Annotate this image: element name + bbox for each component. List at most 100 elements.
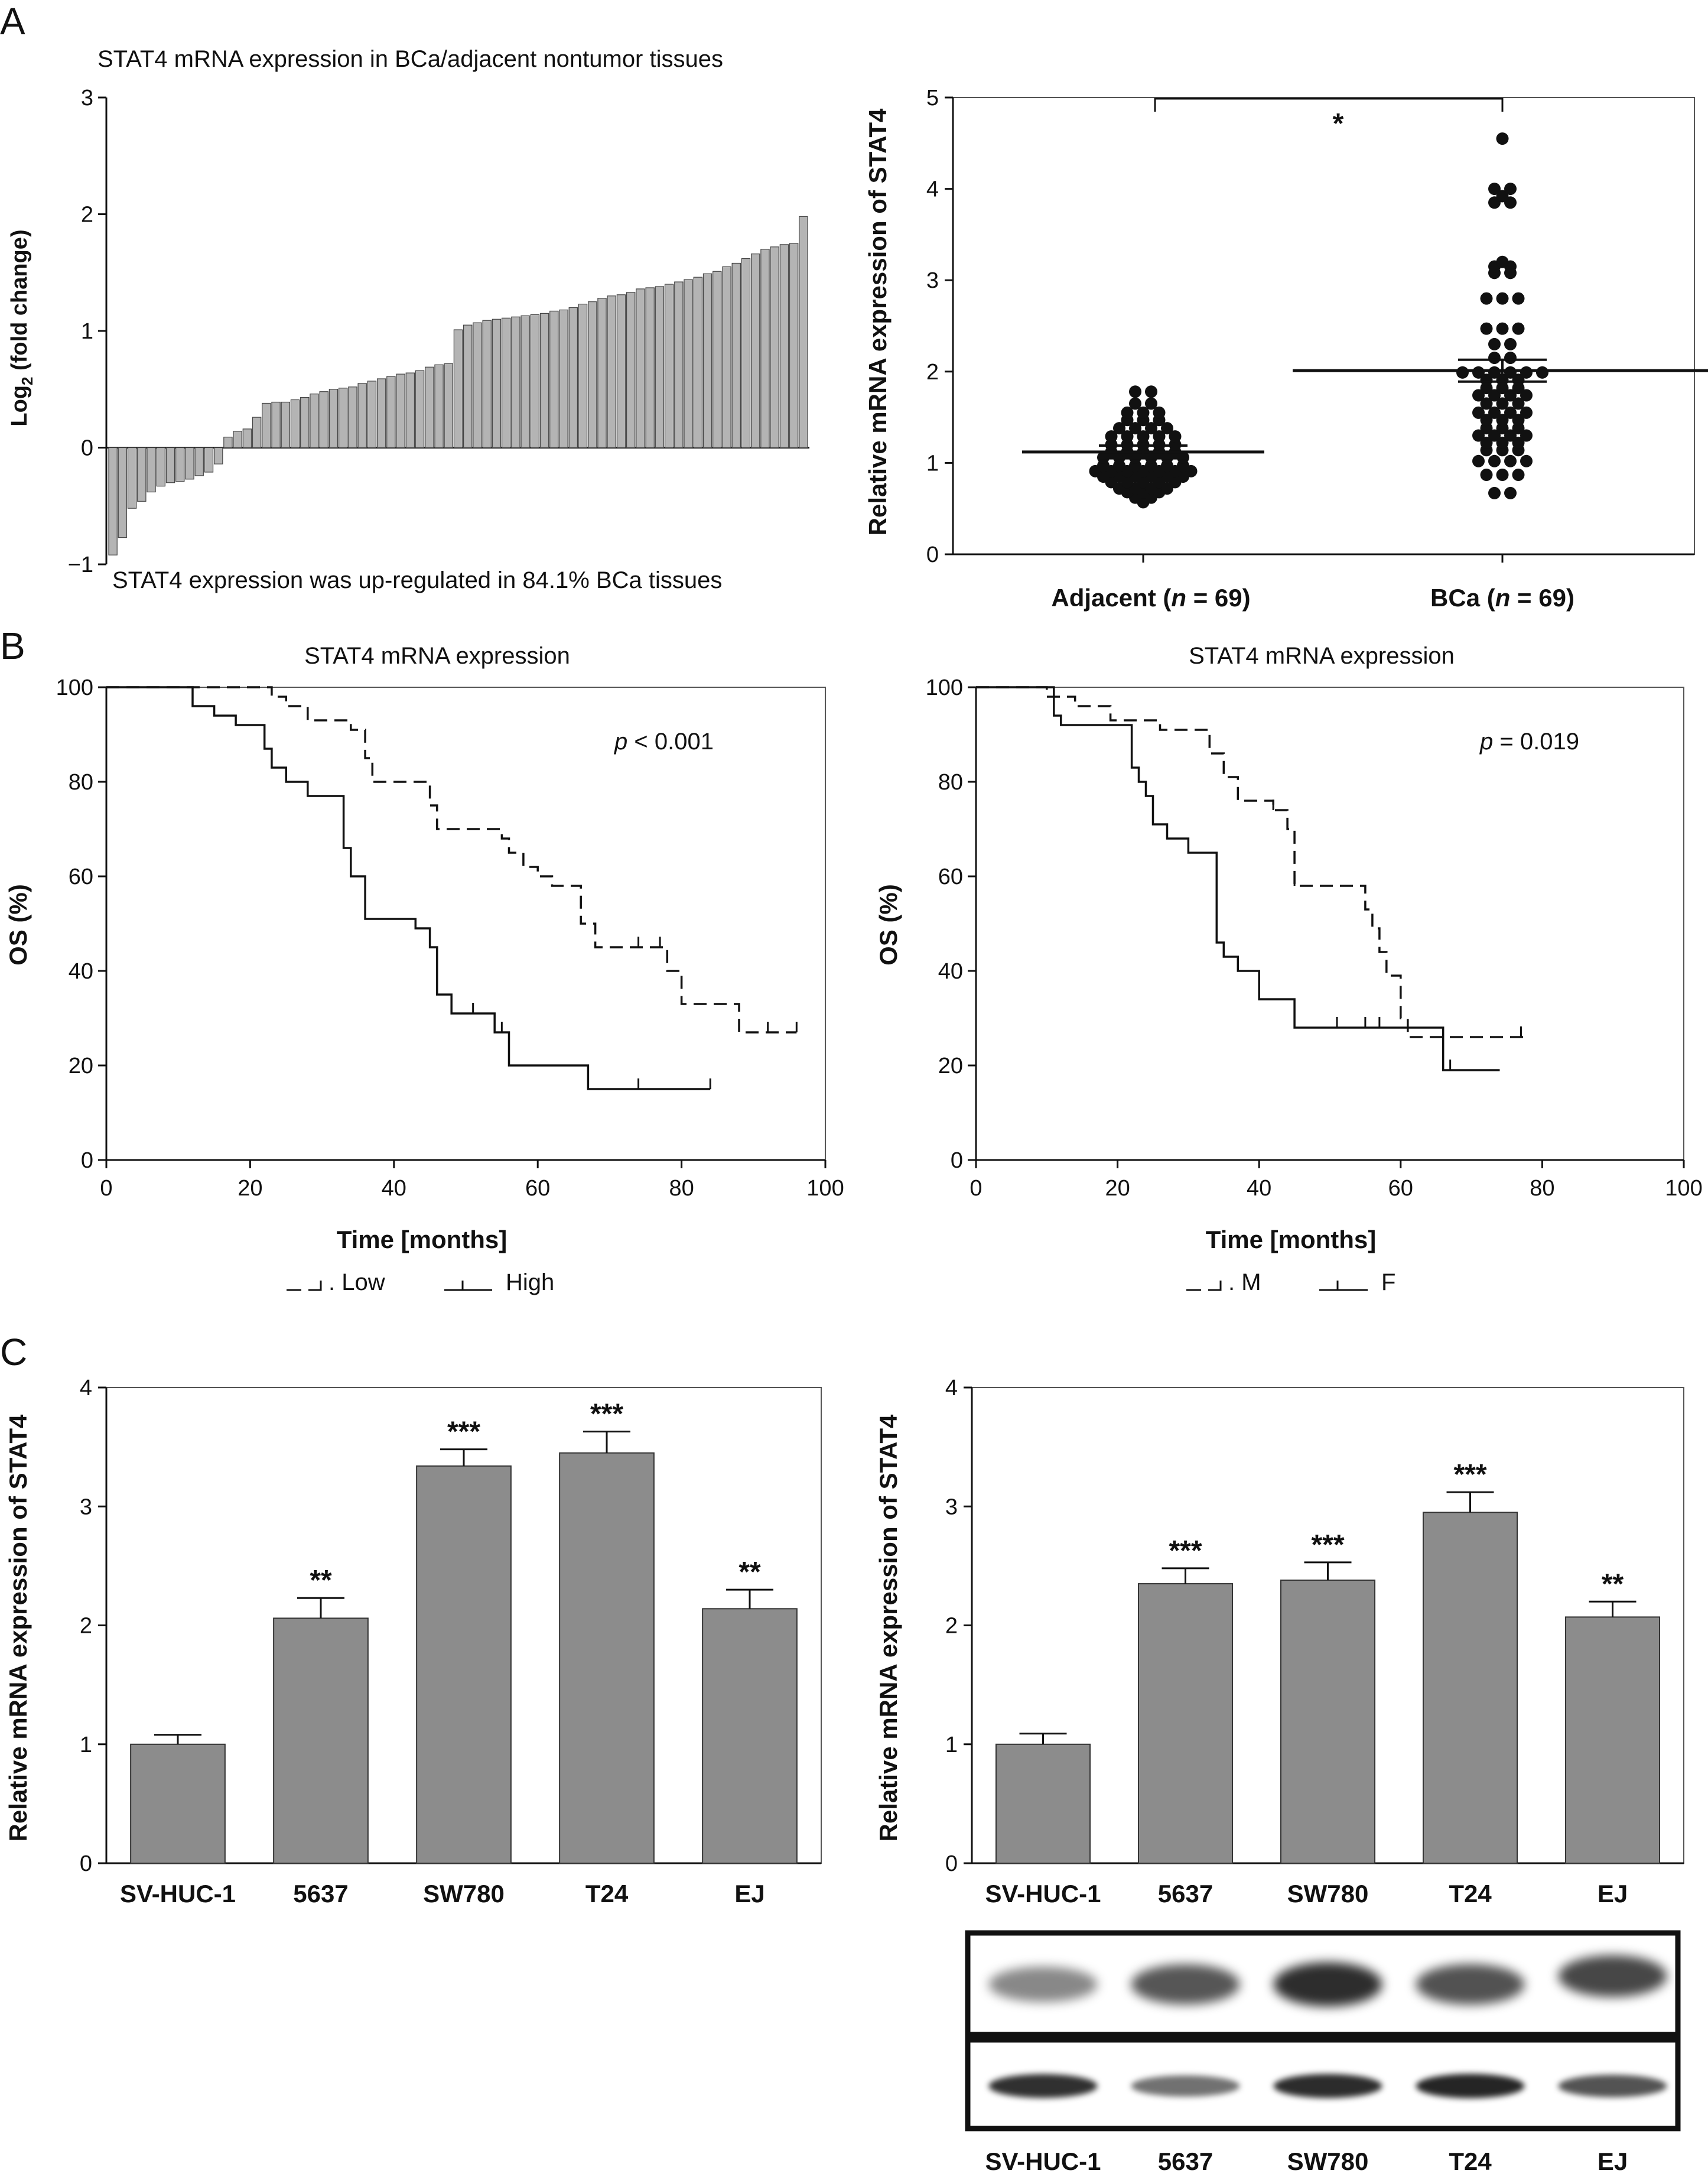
significance-label: **	[310, 1565, 332, 1596]
bar	[645, 287, 655, 449]
bar	[751, 254, 760, 449]
bar	[137, 447, 147, 502]
y-tick-label: 2	[926, 360, 939, 385]
blot-lane-label: SW780	[1287, 2147, 1369, 2175]
y-tick-label: 60	[69, 865, 93, 889]
bar	[597, 298, 607, 449]
data-point	[1480, 414, 1493, 427]
bar	[559, 309, 568, 449]
x-tick-label: 60	[525, 1176, 550, 1201]
data-points	[1022, 132, 1708, 509]
bar	[1280, 1580, 1376, 1864]
legend: . Low High	[287, 1269, 554, 1295]
significance-label: ***	[590, 1398, 623, 1429]
bar	[338, 388, 348, 449]
category-label: 5637	[293, 1880, 348, 1908]
y-tick-label: 1	[80, 1733, 92, 1757]
data-point	[1480, 292, 1493, 305]
data-point	[1496, 436, 1509, 449]
y-tick-label: 3	[926, 268, 939, 293]
bar	[416, 1465, 512, 1864]
survival-curve-high	[106, 686, 711, 1090]
data-point	[1169, 430, 1182, 443]
blot-lane-label: EJ	[1598, 2147, 1628, 2175]
bar	[310, 394, 319, 449]
blot-band-upper	[1273, 1962, 1382, 2007]
x-tick-label: 80	[1530, 1176, 1554, 1201]
y-tick-label: 1	[926, 451, 939, 476]
y-tick-label: 0	[951, 1148, 963, 1173]
bar	[156, 447, 165, 487]
y-tick-label: 40	[69, 959, 93, 984]
bar	[607, 295, 616, 449]
y-axis-label: Relative mRNA expression of STAT4	[864, 108, 892, 535]
data-point	[1488, 429, 1501, 442]
bar	[367, 381, 377, 449]
bar	[415, 370, 425, 449]
significance-label: ***	[1169, 1535, 1202, 1567]
bar	[281, 401, 291, 449]
bar	[1422, 1512, 1518, 1864]
bar	[290, 399, 300, 449]
category-label: SW780	[423, 1880, 505, 1908]
data-point	[1488, 389, 1501, 402]
data-point	[1520, 389, 1533, 402]
y-tick-label: 80	[69, 770, 93, 795]
y-tick-label: 4	[80, 1376, 92, 1401]
bar	[165, 447, 175, 483]
y-tick-label: 0	[81, 1148, 93, 1173]
data-point	[1504, 183, 1517, 196]
bar	[684, 279, 693, 449]
bar	[127, 447, 137, 509]
bar	[702, 1608, 798, 1864]
bar	[463, 324, 473, 449]
chart-title: STAT4 mRNA expression in BCa/adjacent no…	[97, 46, 723, 72]
data-point	[1472, 366, 1485, 379]
category-label: T24	[1449, 1880, 1492, 1908]
survival-curve-m	[976, 686, 1528, 1038]
plot-frame	[106, 687, 826, 1161]
data-point	[1480, 436, 1493, 449]
significance-label: ***	[1453, 1459, 1486, 1490]
legend-low-label: . Low	[328, 1269, 385, 1295]
data-point	[1512, 373, 1525, 386]
data-point	[1504, 389, 1517, 402]
y-axis-label: Relative mRNA expression of STAT4	[4, 1414, 32, 1841]
data-point	[1488, 183, 1501, 196]
data-point	[1480, 373, 1493, 386]
x-tick-label: 60	[1388, 1176, 1413, 1201]
data-point	[1129, 422, 1141, 435]
y-tick-label: 20	[69, 1054, 93, 1078]
blot-band-upper	[988, 1967, 1098, 2002]
data-point	[1105, 430, 1118, 443]
bar	[405, 372, 415, 449]
bar	[995, 1743, 1091, 1864]
bar	[444, 363, 453, 449]
data-point	[1496, 292, 1509, 305]
bar	[731, 262, 741, 449]
blot-band-upper	[1558, 1955, 1667, 1997]
y-axis-label: OS (%)	[874, 884, 902, 966]
plot-frame	[975, 687, 1684, 1161]
bar	[568, 307, 578, 449]
data-point	[1145, 422, 1157, 435]
bar	[396, 373, 405, 449]
axes: 0 1 2 3 4 5	[926, 86, 1695, 567]
legend-f-swatch	[1319, 1281, 1368, 1291]
legend: . M F	[1186, 1269, 1395, 1295]
axes: 0 20 40 60 80 100 0 20 40 60 80 100	[926, 675, 1703, 1201]
data-point	[1129, 397, 1141, 410]
data-point	[1121, 406, 1134, 419]
data-point	[1488, 454, 1501, 467]
blot-band-lower	[1131, 2075, 1240, 2097]
data-point	[1520, 366, 1533, 379]
category-label: SV-HUC-1	[120, 1880, 236, 1908]
data-point	[1488, 366, 1501, 379]
data-point	[1121, 430, 1134, 443]
data-point	[1536, 366, 1548, 379]
y-tick-label: 2	[81, 203, 93, 228]
legend-m-swatch	[1186, 1281, 1222, 1291]
x-tick-label: 20	[238, 1176, 262, 1201]
data-point	[1520, 454, 1533, 467]
data-point	[1153, 430, 1166, 443]
